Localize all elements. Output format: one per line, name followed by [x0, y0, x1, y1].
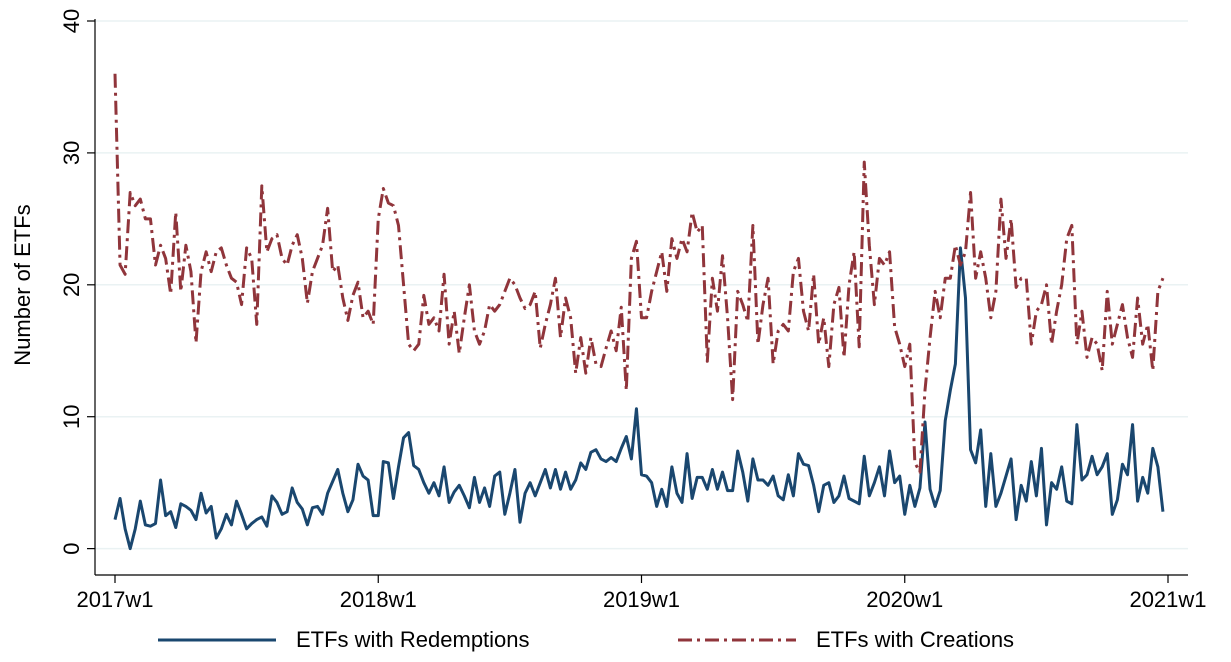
y-tick-label: 40: [59, 9, 84, 33]
y-tick-label: 10: [59, 404, 84, 428]
y-tick-label: 0: [59, 542, 84, 554]
y-tick-label: 30: [59, 141, 84, 165]
x-tick-label: 2018w1: [340, 587, 417, 612]
series-line: [113, 246, 1165, 551]
series-line: [113, 73, 1165, 474]
x-tick-label: 2020w1: [866, 587, 943, 612]
y-tick-label: 20: [59, 273, 84, 297]
legend-label: ETFs with Creations: [816, 627, 1014, 652]
x-tick-label: 2017w1: [76, 587, 153, 612]
x-tick-label: 2021w1: [1129, 587, 1206, 612]
legend-label: ETFs with Redemptions: [296, 627, 530, 652]
x-tick-label: 2019w1: [603, 587, 680, 612]
y-axis-title: Number of ETFs: [10, 204, 35, 365]
